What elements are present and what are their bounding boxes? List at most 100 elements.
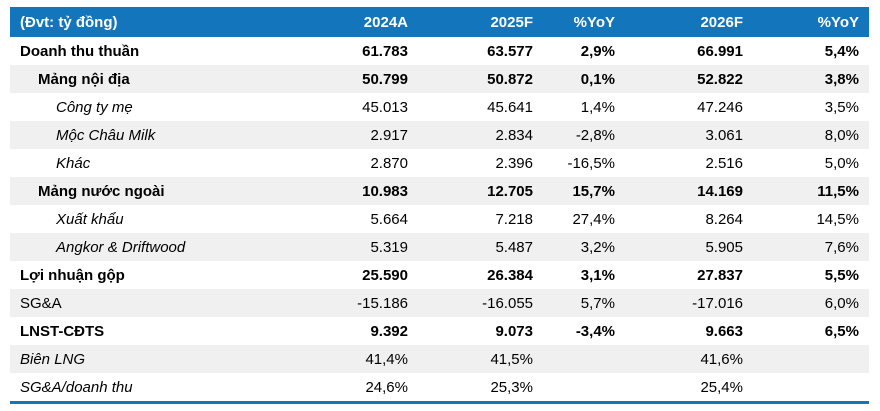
header-col-2026f: 2026F (625, 7, 753, 37)
value-cell (753, 373, 869, 401)
value-cell: 14,5% (816, 210, 859, 228)
table-row: Mảng nước ngoài 10.983 12.705 15,7% 14.1… (10, 177, 869, 205)
value-cell: 8,0% (824, 126, 859, 144)
value-cell: -17.016 (692, 294, 743, 312)
value-cell: 7.218 (495, 210, 533, 228)
row-label: SG&A (20, 294, 62, 312)
value-cell: 45.641 (487, 98, 533, 116)
value-cell: 5,4% (824, 42, 859, 60)
table-row: Công ty mẹ 45.013 45.641 1,4% 47.246 3,5… (10, 93, 869, 121)
value-cell: 3,1% (580, 266, 615, 284)
financial-table-container: (Đvt: tỷ đồng) 2024A 2025F %YoY 2026F %Y… (10, 7, 869, 404)
table-row: Doanh thu thuần 61.783 63.577 2,9% 66.99… (10, 37, 869, 65)
value-cell: 8.264 (705, 210, 743, 228)
row-label: Công ty mẹ (56, 98, 133, 116)
value-cell: 52.822 (697, 70, 743, 88)
value-cell: -15.186 (357, 294, 408, 312)
value-cell: 5,5% (824, 266, 859, 284)
table-row: Lợi nhuận gộp 25.590 26.384 3,1% 27.837 … (10, 261, 869, 289)
table-header-row: (Đvt: tỷ đồng) 2024A 2025F %YoY 2026F %Y… (10, 7, 869, 37)
table-row: Mộc Châu Milk 2.917 2.834 -2,8% 3.061 8,… (10, 121, 869, 149)
header-col-yoy-2: %YoY (753, 7, 869, 37)
row-label: SG&A/doanh thu (20, 378, 133, 396)
row-label: Xuất khẩu (56, 210, 124, 228)
value-cell: 2,9% (580, 42, 615, 60)
value-cell: 66.991 (697, 42, 743, 60)
header-col-2024a: 2024A (250, 7, 418, 37)
value-cell: 9.663 (705, 322, 743, 340)
value-cell: 25,4% (700, 378, 743, 396)
value-cell: 15,7% (572, 182, 615, 200)
value-cell: 25.590 (362, 266, 408, 284)
value-cell: 6,0% (824, 294, 859, 312)
value-cell: 9.392 (370, 322, 408, 340)
value-cell: 12.705 (487, 182, 533, 200)
value-cell: 5,7% (580, 294, 615, 312)
value-cell: 2.834 (495, 126, 533, 144)
value-cell: 45.013 (362, 98, 408, 116)
table-row: SG&A/doanh thu 24,6% 25,3% 25,4% (10, 373, 869, 401)
value-cell: 50.799 (362, 70, 408, 88)
row-label: Khác (56, 154, 91, 172)
value-cell: 2.516 (705, 154, 743, 172)
value-cell: 9.073 (495, 322, 533, 340)
value-cell: 2.870 (370, 154, 408, 172)
row-label: Mảng nội địa (38, 70, 130, 88)
value-cell: 1,4% (580, 98, 615, 116)
value-cell: 41,4% (365, 350, 408, 368)
table-row: LNST-CĐTS 9.392 9.073 -3,4% 9.663 6,5% (10, 317, 869, 345)
value-cell: 0,1% (580, 70, 615, 88)
value-cell: -2,8% (575, 126, 615, 144)
value-cell: 27,4% (572, 210, 615, 228)
value-cell: 2.917 (370, 126, 408, 144)
header-unit-label: (Đvt: tỷ đồng) (10, 7, 250, 37)
value-cell: 3,2% (580, 238, 615, 256)
table-row: Angkor & Driftwood 5.319 5.487 3,2% 5.90… (10, 233, 869, 261)
table-row: Khác 2.870 2.396 -16,5% 2.516 5,0% (10, 149, 869, 177)
value-cell: 3,8% (824, 70, 859, 88)
value-cell: 6,5% (824, 322, 859, 340)
table-row: Biên LNG 41,4% 41,5% 41,6% (10, 345, 869, 373)
header-col-2025f: 2025F (418, 7, 543, 37)
value-cell: 3,5% (824, 98, 859, 116)
value-cell: 5,0% (824, 154, 859, 172)
value-cell: 5.664 (370, 210, 408, 228)
value-cell: 61.783 (362, 42, 408, 60)
value-cell: 47.246 (697, 98, 743, 116)
value-cell: 5.905 (705, 238, 743, 256)
header-col-yoy-1: %YoY (543, 7, 625, 37)
value-cell: 25,3% (490, 378, 533, 396)
value-cell: 2.396 (495, 154, 533, 172)
value-cell: 63.577 (487, 42, 533, 60)
financial-table: (Đvt: tỷ đồng) 2024A 2025F %YoY 2026F %Y… (10, 7, 869, 401)
value-cell: 5.487 (495, 238, 533, 256)
value-cell: 7,6% (824, 238, 859, 256)
row-label: Mộc Châu Milk (56, 126, 156, 144)
value-cell: 3.061 (705, 126, 743, 144)
value-cell: 27.837 (697, 266, 743, 284)
row-label: Lợi nhuận gộp (20, 266, 125, 284)
table-body: Doanh thu thuần 61.783 63.577 2,9% 66.99… (10, 37, 869, 401)
value-cell: 50.872 (487, 70, 533, 88)
table-row: Xuất khẩu 5.664 7.218 27,4% 8.264 14,5% (10, 205, 869, 233)
table-row: Mảng nội địa 50.799 50.872 0,1% 52.822 3… (10, 65, 869, 93)
row-label: Doanh thu thuần (20, 42, 140, 60)
value-cell (543, 345, 625, 373)
row-label: LNST-CĐTS (20, 322, 105, 340)
value-cell: 10.983 (362, 182, 408, 200)
table-row: SG&A -15.186 -16.055 5,7% -17.016 6,0% (10, 289, 869, 317)
value-cell: -3,4% (575, 322, 615, 340)
value-cell: 41,5% (490, 350, 533, 368)
value-cell: 11,5% (817, 182, 859, 200)
value-cell: 41,6% (700, 350, 743, 368)
value-cell: 26.384 (487, 266, 533, 284)
value-cell: 14.169 (697, 182, 743, 200)
value-cell: 24,6% (365, 378, 408, 396)
value-cell: 5.319 (370, 238, 408, 256)
value-cell: -16,5% (567, 154, 615, 172)
row-label: Mảng nước ngoài (38, 182, 165, 200)
value-cell (753, 345, 869, 373)
row-label: Biên LNG (20, 350, 86, 368)
row-label: Angkor & Driftwood (56, 238, 186, 256)
